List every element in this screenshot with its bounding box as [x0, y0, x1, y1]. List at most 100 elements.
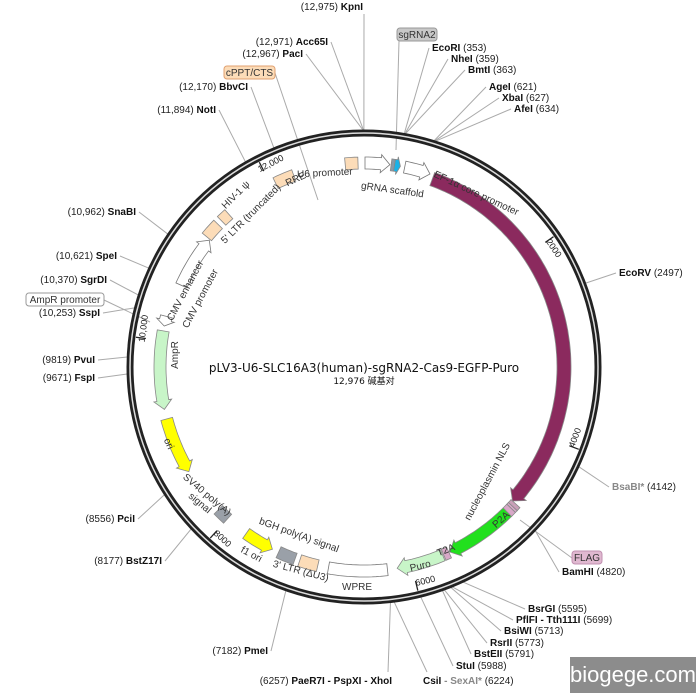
feature-tags: cPPT/CTS sgRNA2 AmpR promoter FLAG — [25, 27, 603, 565]
feature-cppt-cts — [344, 156, 359, 171]
feature-puro — [396, 549, 446, 577]
tick-mark — [209, 530, 218, 539]
site-leader-line — [405, 69, 466, 134]
site-name: BstEII — [474, 649, 503, 660]
site-label-pflfi-tth111i: PflFI - Tth111I (5699) — [516, 615, 612, 626]
feature-rre — [272, 169, 297, 190]
feature-label: HIV-1 ψ — [220, 179, 252, 211]
tag-label-sgrna2: sgRNA2 — [398, 30, 436, 41]
site-label-bsteii: BstEII (5791) — [474, 649, 534, 660]
site-position: (10,370) — [40, 275, 80, 286]
site-label-bsiwi: BsiWI (5713) — [504, 626, 563, 637]
site-name: BmtI — [468, 65, 490, 76]
feature-cmv-enhancer — [175, 239, 212, 289]
feature-label: Puro — [409, 559, 433, 575]
site-name: EcoRV — [619, 268, 651, 279]
site-name: FspI — [74, 373, 95, 384]
site-position: (9819) — [42, 355, 74, 366]
site-label-bmti: BmtI (363) — [468, 65, 516, 76]
site-position: (4142) — [644, 482, 676, 493]
site-label-stui: StuI (5988) — [456, 661, 507, 672]
site-leader-line — [403, 47, 430, 134]
tag-label-ampr-promoter: AmpR promoter — [30, 295, 101, 306]
tag-leader-line — [519, 519, 573, 559]
site-name: XbaI — [502, 93, 523, 104]
site-name: AgeI — [489, 82, 511, 93]
site-label-rsrii: RsrII (5773) — [490, 638, 544, 649]
site-leader-line — [433, 86, 487, 141]
feature-5-ltr-truncated- — [201, 219, 223, 242]
site-label-bstz17i: (8177) BstZ17I — [94, 556, 162, 567]
site-leader-line — [442, 590, 472, 655]
site-name: BsaBI* — [612, 482, 644, 493]
feature-label: ori — [161, 437, 176, 452]
site-position: (5699) — [580, 615, 612, 626]
site-leader-line — [218, 109, 246, 163]
feature-label: AmpR — [170, 341, 181, 369]
site-leader-line — [534, 530, 560, 573]
site-label-ecorv: EcoRV (2497) — [619, 268, 683, 279]
site-label-kpni: (12,975) KpnI — [301, 2, 363, 13]
site-leader-line — [434, 97, 500, 142]
site-label-spei: (10,621) SpeI — [56, 251, 117, 262]
site-position: (11,894) — [157, 105, 196, 116]
features — [152, 153, 572, 578]
site-name: NotI — [197, 105, 217, 116]
site-position: (7182) — [212, 646, 244, 657]
site-label-bbvci: (12,170) BbvCI — [179, 82, 248, 93]
watermark: biogege.com — [570, 657, 696, 693]
site-leader-line — [393, 601, 428, 673]
site-name-alt: - SexAI* — [441, 676, 482, 687]
site-position: (12,975) — [301, 2, 341, 13]
feature-label: WPRE — [342, 582, 372, 593]
site-label-noti: (11,894) NotI — [157, 105, 216, 116]
site-name: NheI — [451, 54, 473, 65]
site-name: BsiWI — [504, 626, 532, 637]
site-position: (634) — [533, 104, 559, 115]
site-leader-line — [109, 279, 139, 296]
feature-ori — [160, 416, 193, 473]
feature-wpre — [326, 561, 389, 578]
plasmid-title: pLV3-U6-SLC16A3(human)-sgRNA2-Cas9-EGFP-… — [209, 361, 519, 375]
site-name: PflFI - Tth111I — [516, 615, 581, 626]
plasmid-length: 12,976 碱基对 — [333, 375, 394, 387]
site-position: (8177) — [94, 556, 126, 567]
site-leader-line — [119, 255, 149, 269]
feature-3-ltr-u3- — [297, 554, 320, 572]
site-label-bamhi: BamHI (4820) — [562, 567, 625, 578]
site-label-sgrdi: (10,370) SgrDI — [40, 275, 107, 286]
site-name: BamHI — [562, 567, 594, 578]
site-position: (5773) — [512, 638, 544, 649]
site-label-paci: (12,967) PacI — [242, 49, 303, 60]
site-leader-line — [452, 586, 514, 621]
site-leader-line — [578, 466, 610, 488]
site-position: (359) — [473, 54, 499, 65]
site-name: PacI — [282, 49, 303, 60]
feature-ef-1-core-promoter — [403, 160, 431, 181]
site-label-paer7i-pspxi-xhoi: (6257) PaeR7I - PspXI - XhoI — [260, 676, 392, 687]
site-position: (5988) — [475, 661, 507, 672]
site-name: AfeI — [514, 104, 533, 115]
site-position: (12,967) — [242, 49, 282, 60]
site-position: (10,621) — [56, 251, 96, 262]
site-label-ecori: EcoRI (353) — [432, 43, 486, 54]
site-label-csii: CsiI - SexAI* (6224) — [423, 676, 514, 687]
site-name: KpnI — [341, 2, 363, 13]
site-leader-line — [435, 108, 512, 142]
site-position: (5713) — [532, 626, 564, 637]
site-name: SpeI — [96, 251, 117, 262]
site-name: SgrDI — [80, 275, 107, 286]
site-label-agei: AgeI (621) — [489, 82, 537, 93]
tag-leader-line — [274, 72, 319, 201]
site-leader-line — [250, 86, 275, 148]
feature-u6-promoter — [364, 153, 391, 174]
tick-mark — [258, 161, 265, 172]
site-label-sspi: (10,253) SspI — [39, 308, 100, 319]
site-label-pvui: (9819) PvuI — [42, 355, 95, 366]
site-leader-line — [404, 58, 449, 134]
site-name: PciI — [117, 514, 135, 525]
site-name: BsrGI — [528, 604, 555, 615]
site-position: (4820) — [594, 567, 626, 578]
feature-label: EF-1α core promoter — [432, 169, 521, 218]
